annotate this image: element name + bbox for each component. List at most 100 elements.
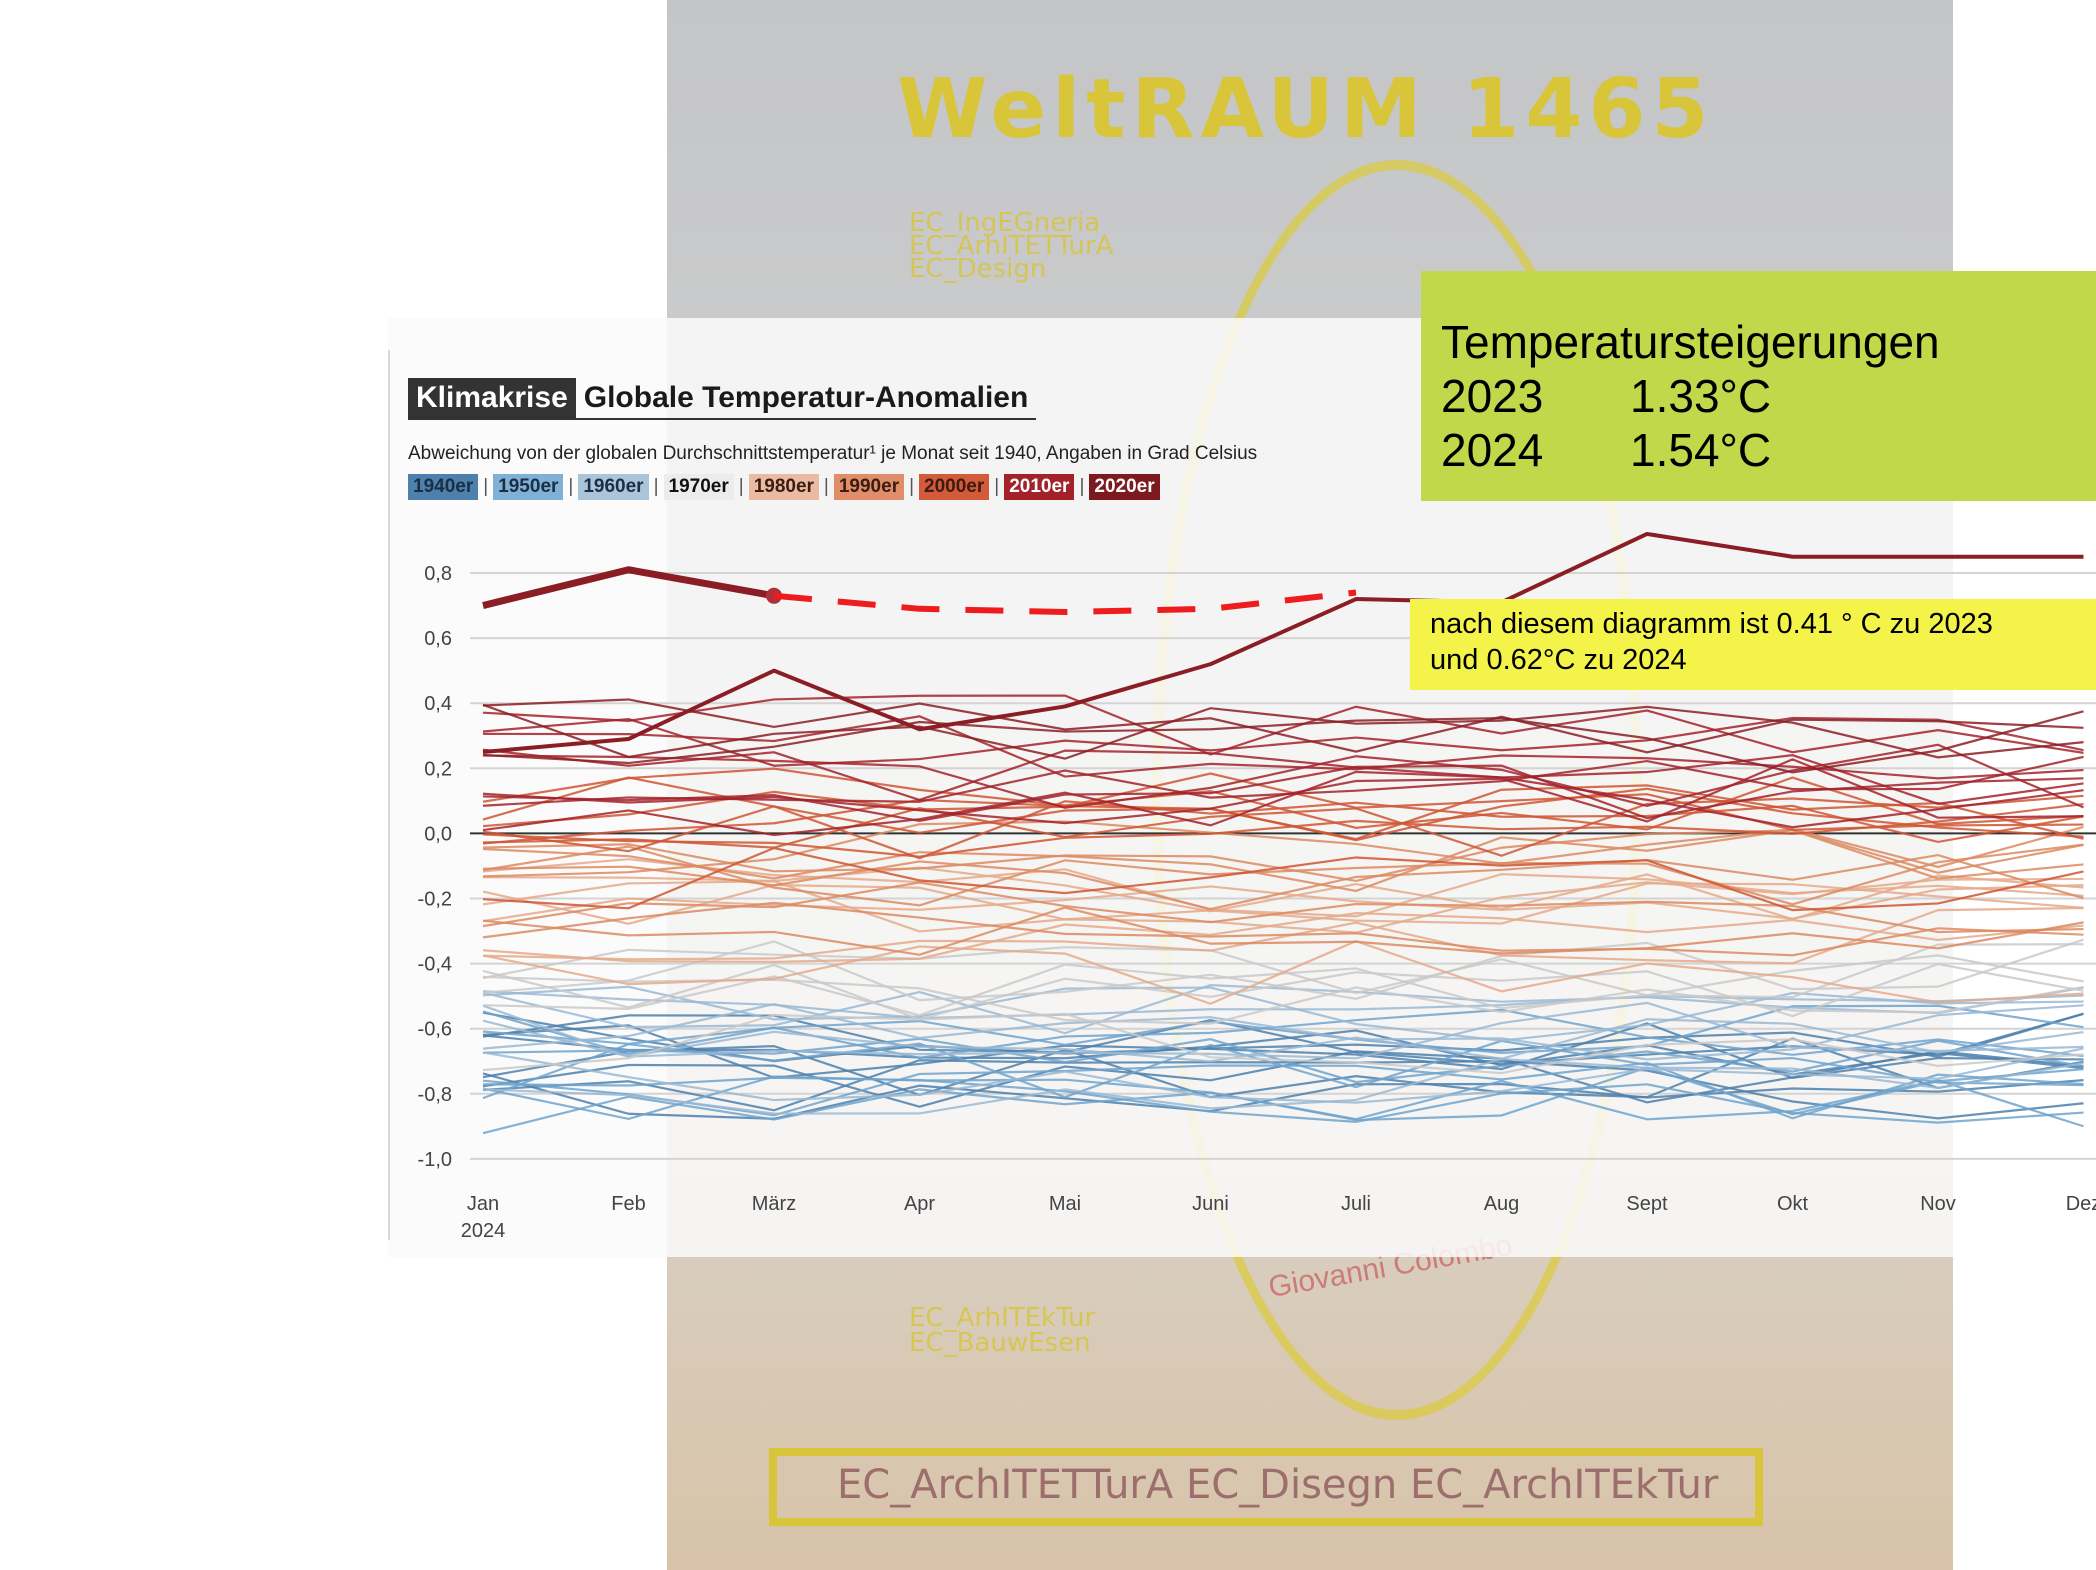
y-tick-label: -0,2 [418, 889, 452, 911]
decade-line-1950er [482, 1061, 2084, 1120]
decade-line-2000er [482, 776, 2084, 842]
decade-line-2000er [482, 794, 2084, 857]
x-tick-label: Apr [904, 1193, 935, 1215]
legend-item-2010er: 2010er [1004, 474, 1075, 500]
decade-line-1990er [482, 820, 2084, 878]
legend-separator: | [823, 476, 829, 497]
info-year-2023: 2023 [1441, 370, 1544, 422]
decade-line-2010er [482, 716, 2084, 767]
watermark-line: EC_ArhITETTurA [909, 231, 1114, 261]
x-sublabel: 2024 [461, 1220, 506, 1242]
decade-line-1950er [482, 1066, 2084, 1122]
x-tick-label: Juni [1192, 1193, 1229, 1215]
legend-separator: | [994, 476, 1000, 497]
y-tick-label: -0,8 [418, 1084, 452, 1106]
info-year-2024: 2024 [1441, 424, 1544, 476]
x-tick-label: Sept [1626, 1193, 1668, 1215]
legend-separator: | [653, 476, 659, 497]
x-tick-label: Nov [1920, 1193, 1956, 1215]
decade-line-2010er [482, 770, 2084, 837]
watermark-line: EC_IngEGneria [909, 208, 1101, 238]
info-heading: Temperatursteigerungen [1441, 316, 1940, 368]
decade-line-1980er [482, 906, 2084, 965]
decade-line-2000er [482, 767, 2084, 831]
panel-divider [388, 350, 390, 1240]
decade-line-1960er [482, 1001, 2084, 1060]
legend-separator: | [1079, 476, 1085, 497]
legend-separator: | [483, 476, 489, 497]
series-line-2023 [482, 531, 2084, 755]
x-tick-label: Okt [1777, 1193, 1809, 1215]
legend-item-1960er: 1960er [578, 474, 649, 500]
decade-line-2020er [482, 710, 2084, 774]
chart-title: Klimakrise Globale Temperatur-Anomalien [408, 378, 1037, 420]
y-tick-label: 0,0 [424, 823, 452, 845]
title-text: Globale Temperatur-Anomalien [583, 381, 1029, 414]
decade-line-1980er [482, 912, 2084, 963]
decade-line-2000er [482, 802, 2084, 858]
x-tick-label: Dez [2066, 1193, 2096, 1215]
legend-item-2000er: 2000er [919, 474, 990, 500]
legend-separator: | [568, 476, 574, 497]
watermark-top-lines: EC_IngEGneria EC_ArhITETTurA EC_Design [909, 208, 1114, 284]
y-tick-label: -0,6 [418, 1019, 452, 1041]
x-tick-label: Mai [1049, 1193, 1081, 1215]
decade-line-1960er [482, 1057, 2084, 1115]
decade-line-1970er [482, 938, 2084, 1002]
y-tick-label: 0,8 [424, 563, 452, 585]
legend-item-1970er: 1970er [663, 474, 734, 500]
note-line-1: nach diesem diagramm ist 0.41 ° C zu 202… [1430, 608, 1993, 640]
decade-line-1940er [482, 1059, 2084, 1120]
decade-line-1970er [482, 1012, 2084, 1075]
watermark-line: EC_BauwEsen [909, 1328, 1091, 1358]
x-tick-label: Feb [611, 1193, 645, 1215]
title-tag: Klimakrise [408, 378, 576, 418]
decade-line-2010er [482, 748, 2084, 805]
series-line-2024 [482, 566, 775, 609]
info-box: Temperatursteigerungen 2023 1.33°C 2024 … [1421, 271, 2096, 501]
y-tick-label: 0,2 [424, 758, 452, 780]
y-tick-label: -0,4 [418, 954, 452, 976]
decade-line-1940er [482, 1037, 2084, 1099]
footer-banner-frame [769, 1448, 1763, 1526]
decade-line-1990er [482, 843, 2084, 907]
info-value-2023: 1.33°C [1630, 370, 1772, 422]
y-tick-label: 0,4 [424, 693, 452, 715]
decade-line-2010er [482, 764, 2084, 822]
decade-line-1980er [482, 882, 2084, 925]
decade-line-1940er [482, 1072, 2084, 1120]
decade-line-1960er [482, 1047, 2084, 1104]
decade-line-1990er [482, 829, 2084, 883]
decade-line-1960er [482, 1018, 2084, 1063]
watermark-bottom-lines: EC_ArhITEkTur EC_BauwEsen [909, 1303, 1096, 1358]
y-tick-label: -1,0 [418, 1149, 452, 1171]
legend-separator: | [909, 476, 915, 497]
info-value-2024: 1.54°C [1630, 424, 1772, 476]
legend-item-1950er: 1950er [493, 474, 564, 500]
chart-legend: 1940er | 1950er | 1960er | 1970er | 1980er | 1990e… [408, 474, 1160, 500]
decade-line-1950er [482, 1076, 2084, 1124]
legend-item-2020er: 2020er [1089, 474, 1160, 500]
series-line-2024-projection [773, 589, 1357, 616]
legend-item-1990er: 1990er [833, 474, 905, 500]
watermark-line: EC_ArhITEkTur [909, 1303, 1096, 1333]
decade-line-2000er [482, 800, 2084, 860]
decade-line-1990er [482, 906, 2084, 956]
watermark-line: EC_Design [909, 254, 1047, 284]
x-tick-label: Juli [1341, 1193, 1371, 1215]
decade-line-1950er [482, 1004, 2084, 1054]
note-line-2: und 0.62°C zu 2024 [1430, 644, 1687, 676]
decade-line-1950er [482, 1008, 2084, 1059]
decade-line-2020er [482, 703, 2084, 760]
decade-line-2010er [482, 743, 2084, 809]
decade-line-1980er [482, 939, 2084, 1005]
x-tick-label: Jan [467, 1193, 499, 1215]
chart-subtitle: Abweichung von der globalen Durchschnitt… [408, 443, 1258, 464]
decade-line-2010er [482, 694, 2084, 756]
annotation-note: nach diesem diagramm ist 0.41 ° C zu 202… [1410, 599, 2096, 690]
x-tick-label: Aug [1484, 1193, 1520, 1215]
decade-line-1960er [482, 990, 2084, 1020]
decade-line-2020er [482, 698, 2084, 754]
legend-item-1940er: 1940er [408, 474, 479, 500]
decade-line-1990er [482, 853, 2084, 911]
